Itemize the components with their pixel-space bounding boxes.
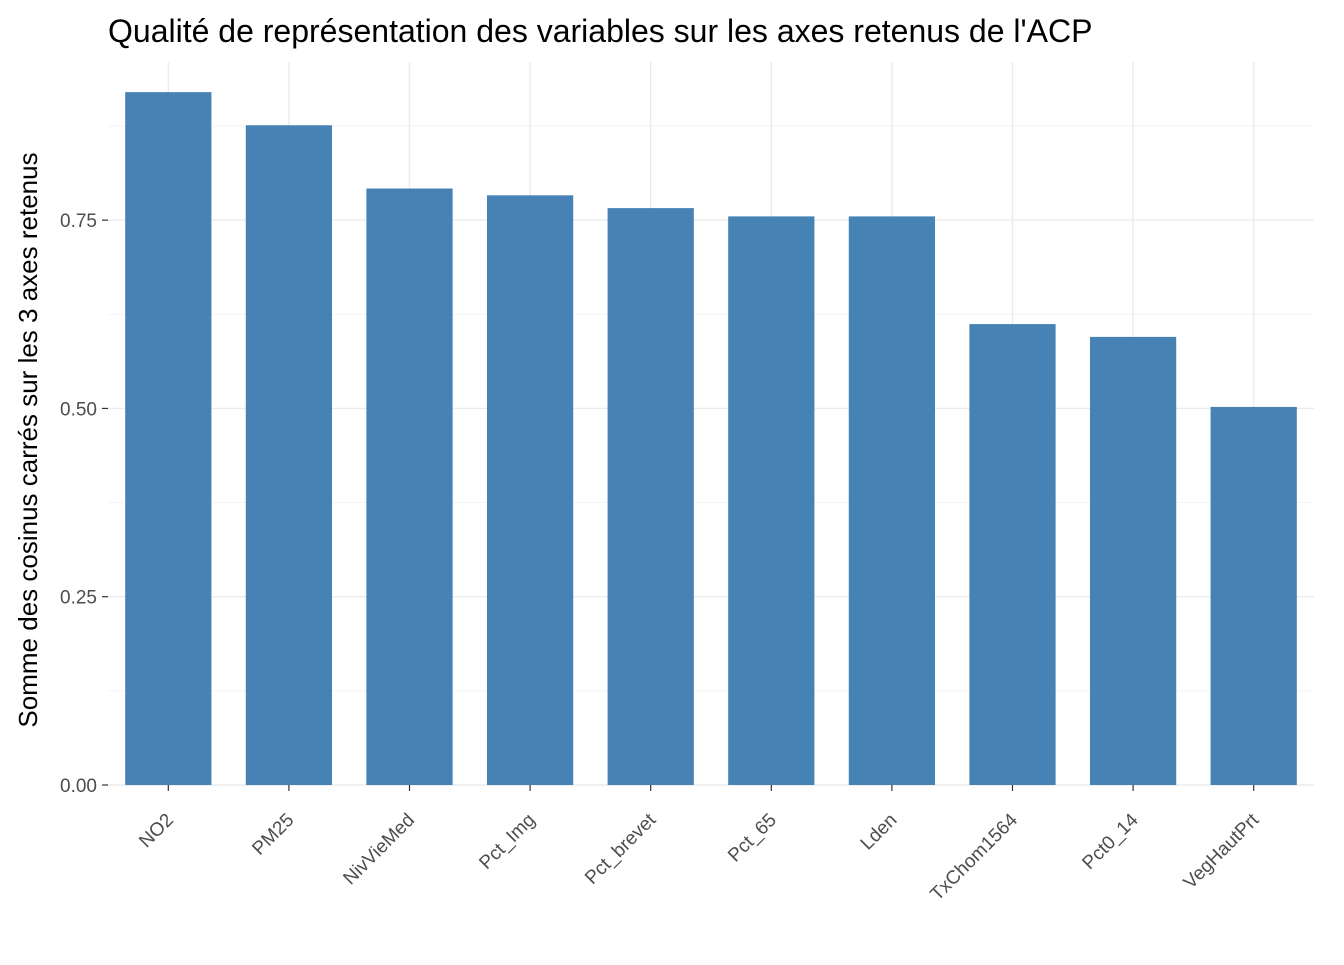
y-axis-ticks: 0.00 0.25 0.50 0.75 [60,211,108,797]
bar-veghautprt [1210,406,1297,785]
x-tick-label: PM25 [248,810,298,860]
bar-txchom1564 [969,324,1056,785]
y-tick-label: 0.50 [60,399,97,420]
bar-no2 [125,92,212,785]
x-tick-label: VegHautPrt [1180,809,1264,893]
chart-title: Qualité de représentation des variables … [108,13,1092,49]
bars [125,92,1297,786]
bar-pct_65 [728,216,815,785]
x-tick-label: Pct_Img [475,810,539,874]
x-tick-label: TxChom1564 [927,809,1023,905]
x-tick-label: Pct_brevet [581,809,661,889]
x-tick-label: NivVieMed [339,810,419,890]
bar-nivviemed [366,188,453,785]
bar-pct_img [486,195,574,786]
bar-pct0_14 [1089,336,1177,785]
y-tick-label: 0.25 [60,588,97,609]
y-tick-label: 0.75 [60,211,97,232]
x-axis-ticks: NO2 PM25 NivVieMed Pct_Img Pct_brevet Pct_65 L… [135,785,1264,905]
x-tick-label: NO2 [135,810,177,852]
bar-pct_brevet [607,208,694,785]
bar-pm25 [245,125,333,785]
x-tick-label: Lden [857,810,902,855]
y-axis-title: Somme des cosinus carrés sur les 3 axes … [13,152,43,727]
x-tick-label: Pct_65 [724,810,781,867]
bar-lden [848,216,936,785]
y-tick-label: 0.00 [60,776,97,797]
x-tick-label: Pct0_14 [1078,809,1142,873]
